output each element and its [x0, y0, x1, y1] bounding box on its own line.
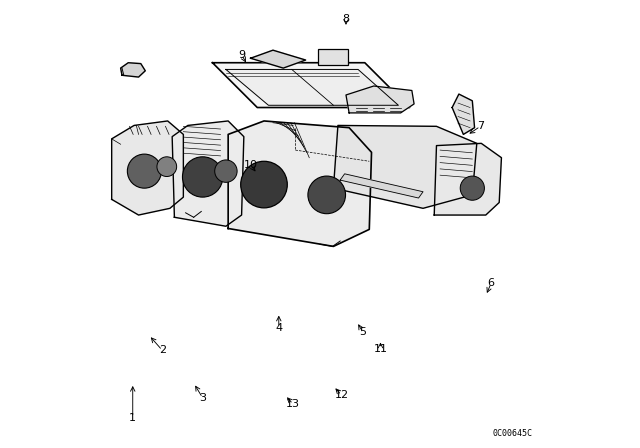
Text: 4: 4	[275, 323, 282, 333]
Polygon shape	[112, 121, 184, 215]
Text: 10: 10	[244, 160, 257, 170]
Text: 11: 11	[374, 344, 387, 353]
Text: 5: 5	[360, 327, 367, 337]
Circle shape	[157, 157, 177, 177]
Polygon shape	[346, 86, 414, 113]
Text: 3: 3	[199, 393, 206, 403]
Polygon shape	[121, 63, 145, 77]
Polygon shape	[228, 121, 371, 246]
Circle shape	[127, 154, 161, 188]
Circle shape	[241, 161, 287, 208]
Polygon shape	[340, 174, 423, 198]
Text: 6: 6	[488, 278, 495, 288]
Polygon shape	[212, 63, 410, 108]
Polygon shape	[452, 94, 475, 134]
Text: 12: 12	[335, 390, 349, 400]
Polygon shape	[435, 143, 502, 215]
Polygon shape	[226, 69, 398, 105]
Text: 13: 13	[286, 399, 300, 409]
Polygon shape	[172, 121, 244, 226]
Polygon shape	[333, 125, 477, 208]
Text: 0C00645C: 0C00645C	[493, 429, 533, 438]
Text: 7: 7	[477, 121, 484, 131]
Polygon shape	[246, 177, 278, 202]
Circle shape	[215, 160, 237, 182]
Text: 1: 1	[129, 413, 136, 422]
Text: 8: 8	[342, 14, 349, 24]
Text: 2: 2	[159, 345, 166, 355]
Circle shape	[308, 176, 346, 214]
Circle shape	[182, 157, 223, 197]
Polygon shape	[251, 50, 306, 68]
Text: 9: 9	[238, 50, 245, 60]
Bar	[317, 49, 348, 65]
Circle shape	[460, 176, 484, 200]
